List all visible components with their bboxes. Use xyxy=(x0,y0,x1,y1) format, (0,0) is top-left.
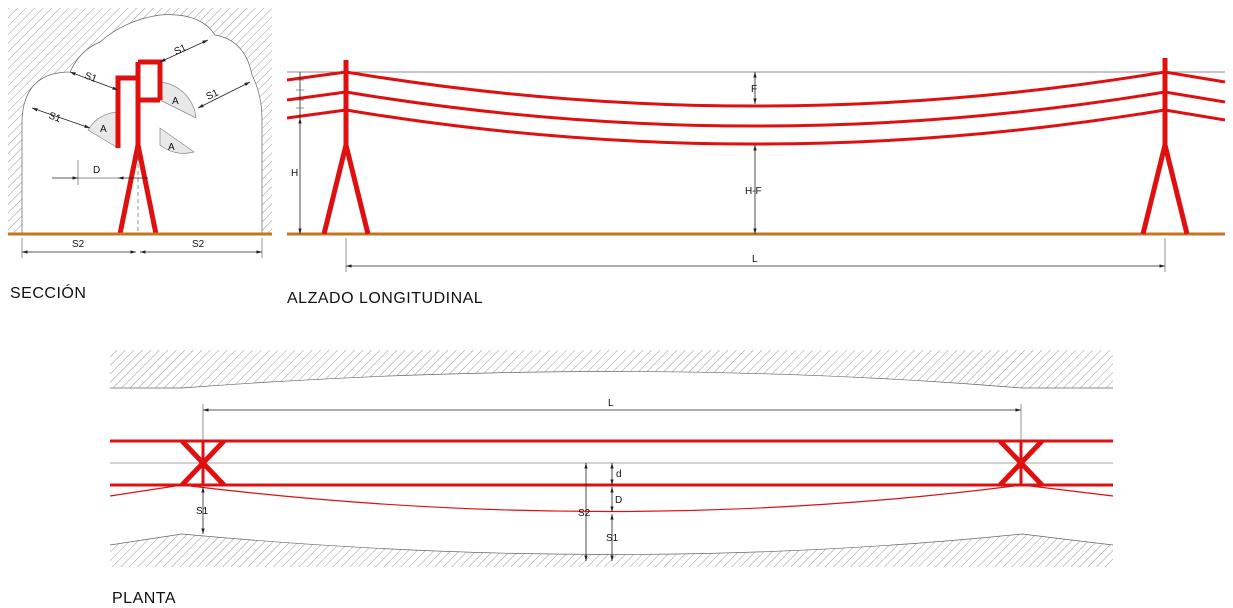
elevation-pole-left xyxy=(321,60,371,235)
plan-s1-label: S1 xyxy=(196,506,209,517)
section-a-label: A xyxy=(168,142,175,153)
elevation-wire-bottom xyxy=(286,108,1226,146)
plan-view: L S1 S2 d D S1 PLANTA xyxy=(109,350,1114,607)
section-s1-label: S1 xyxy=(205,87,221,102)
section-a-label: A xyxy=(100,124,107,135)
elevation-pole-right xyxy=(1140,58,1190,235)
plan-wall-top xyxy=(110,350,1113,388)
section-s1-label: S1 xyxy=(47,110,63,125)
elevation-l-label: L xyxy=(752,254,758,265)
plan-wire-sag xyxy=(109,484,1114,513)
elevation-wire-middle xyxy=(286,90,1226,128)
plan-wall-bottom xyxy=(110,534,1113,567)
section-a-label: A xyxy=(172,96,179,107)
section-sector-a3 xyxy=(159,127,195,154)
section-pole xyxy=(115,59,163,235)
elevation-f-label: F xyxy=(751,84,757,95)
section-d-label: D xyxy=(93,165,100,176)
section-s1-label: S1 xyxy=(173,42,189,57)
plan-s2-label: S2 xyxy=(578,508,591,519)
section-title: SECCIÓN xyxy=(10,283,86,302)
elevation-wire-top xyxy=(286,70,1226,108)
plan-l-label: L xyxy=(608,398,614,409)
elevation-hf-label: H-F xyxy=(745,186,762,197)
section-s1-label: S1 xyxy=(83,70,99,85)
plan-s1-label: S1 xyxy=(606,533,619,544)
section-rock-hatch xyxy=(8,8,272,234)
section-sector-a2 xyxy=(159,81,197,119)
plan-pole-left xyxy=(180,439,226,487)
plan-d-small-label: d xyxy=(616,469,622,480)
section-tunnel-profile xyxy=(21,14,263,234)
plan-title: PLANTA xyxy=(112,590,176,607)
elevation-title: ALZADO LONGITUDINAL xyxy=(287,290,483,307)
plan-d-big-label: D xyxy=(615,495,622,506)
section-s2-label: S2 xyxy=(72,239,85,250)
elevation-h-label: H xyxy=(291,168,298,179)
section-s2-label: S2 xyxy=(192,239,205,250)
plan-pole-right xyxy=(998,439,1044,487)
section-view: S1 S1 S1 S1 A A A D S2 S2 SECCIÓN xyxy=(8,8,272,302)
elevation-view: H F H-F L ALZADO LONGITUDINAL xyxy=(286,58,1226,307)
